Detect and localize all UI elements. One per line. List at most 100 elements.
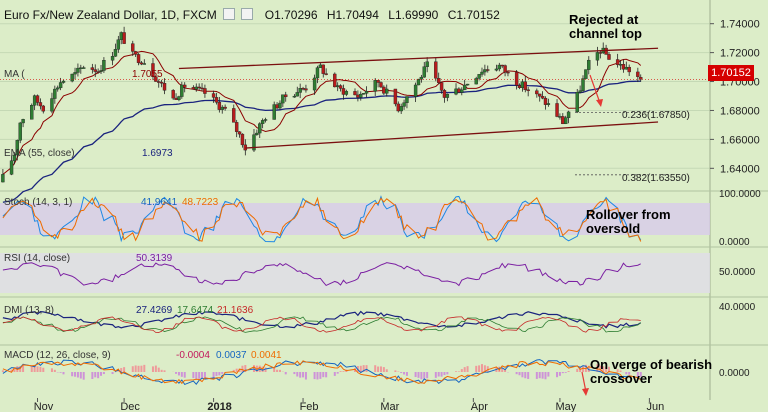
candle-27 [113, 43, 118, 57]
candle-body [506, 71, 510, 74]
candle-32 [133, 50, 138, 57]
candle-113 [460, 87, 464, 96]
time-label-4: Mar [380, 401, 399, 412]
candle-body [90, 67, 95, 70]
ma-line [2, 50, 642, 175]
macd-hist-bar [342, 371, 345, 372]
macd-hist-bar [157, 367, 160, 372]
candle-body [373, 80, 377, 92]
candle-body [575, 92, 579, 113]
macd-hist-bar [446, 372, 449, 375]
candle-body [379, 82, 383, 88]
candle-53 [217, 96, 222, 113]
macd-hist-bar [504, 369, 507, 372]
time-label-7: Jun [647, 401, 665, 412]
candle-body [627, 66, 631, 73]
candle-98 [399, 103, 403, 114]
candle-body [61, 80, 66, 83]
candle-133 [540, 91, 545, 100]
candle-body [333, 73, 337, 88]
candle-61 [252, 129, 256, 153]
arrow-down-price-head [596, 99, 603, 107]
candle-18 [76, 63, 80, 77]
indicator-panes [0, 190, 768, 346]
candle-body [555, 103, 559, 117]
annotation-channel-line-2: channel top [569, 26, 642, 41]
candle-130 [526, 86, 530, 97]
macd-hist-bar [475, 365, 478, 372]
candle-57 [234, 119, 239, 138]
candle-body [413, 84, 418, 97]
candle-125 [506, 71, 510, 77]
macd-hist-bar [82, 372, 85, 380]
time-label-6: May [556, 401, 577, 412]
macd-hist-bar [134, 365, 137, 372]
adx-value: 21.1636 [217, 305, 254, 316]
candle-body [220, 106, 224, 110]
candle-body [133, 51, 138, 55]
candle-13 [56, 85, 60, 92]
dmi-minus-value: 17.6474 [177, 305, 214, 316]
ohlc-low-key: L [388, 8, 395, 22]
candle-33 [136, 53, 141, 66]
candle-body [223, 106, 227, 109]
candle-body [217, 102, 222, 110]
candle-85 [344, 89, 349, 97]
candle-121 [494, 64, 499, 72]
candle-97 [396, 101, 400, 113]
macd-hist-bar [524, 372, 527, 379]
macd-hist-bar [394, 370, 397, 372]
candle-122 [497, 62, 502, 72]
candle-body [131, 43, 135, 52]
candle-body [457, 88, 461, 93]
price-axis: 1.740001.720001.700001.680001.660001.640… [710, 19, 760, 175]
macd-hist-bar [365, 365, 368, 372]
macd-hist-bar [36, 366, 39, 372]
macd-hist-bar [203, 372, 206, 379]
macd-hist-bar [443, 372, 446, 376]
candle-body [434, 61, 438, 79]
eye-icon[interactable] [223, 8, 236, 20]
macd-hist-bar [192, 372, 195, 379]
macd-hist-bar [463, 367, 466, 372]
settings-icon[interactable] [241, 8, 254, 20]
candle-12 [53, 85, 57, 104]
candle-36 [151, 57, 155, 81]
candle-body [503, 65, 507, 73]
candle-31 [131, 40, 135, 56]
macd-hist-bar [22, 364, 25, 372]
stoch-axis-100: 100.0000 [719, 189, 761, 200]
candle-body [636, 71, 640, 77]
candle-body [203, 88, 207, 94]
candle-84 [341, 84, 346, 100]
candle-26 [110, 52, 115, 66]
candle-40 [162, 78, 167, 95]
stoch-d-value: 48.7223 [182, 197, 219, 208]
candle-143 [581, 75, 585, 93]
candle-body [624, 66, 629, 70]
candle-64 [260, 118, 265, 129]
candle-body [81, 67, 86, 69]
candle-body [177, 96, 181, 100]
chart-title: Euro Fx/New Zealand Dollar, 1D, FXCM [4, 8, 217, 22]
candle-body [538, 93, 542, 97]
macd-hist-bar [602, 366, 605, 372]
candle-68 [278, 100, 282, 110]
macd-hist-bar [400, 372, 403, 374]
candle-body [102, 60, 106, 71]
candle-89 [361, 93, 366, 95]
candle-body [197, 86, 201, 89]
ema-label: EMA (55, close) [4, 148, 75, 159]
macd-hist-bar [62, 372, 65, 375]
macd-hist-bar [628, 372, 631, 375]
candle-2 [12, 152, 17, 165]
forecast-arrows [581, 74, 603, 396]
annotation-channel: Rejected at channel top [569, 13, 642, 41]
stoch-d-line [2, 196, 642, 242]
candle-body [454, 88, 458, 95]
candle-52 [214, 92, 219, 105]
candle-body [174, 97, 178, 100]
candle-62 [255, 129, 259, 136]
macd-hist-bar [140, 365, 143, 372]
